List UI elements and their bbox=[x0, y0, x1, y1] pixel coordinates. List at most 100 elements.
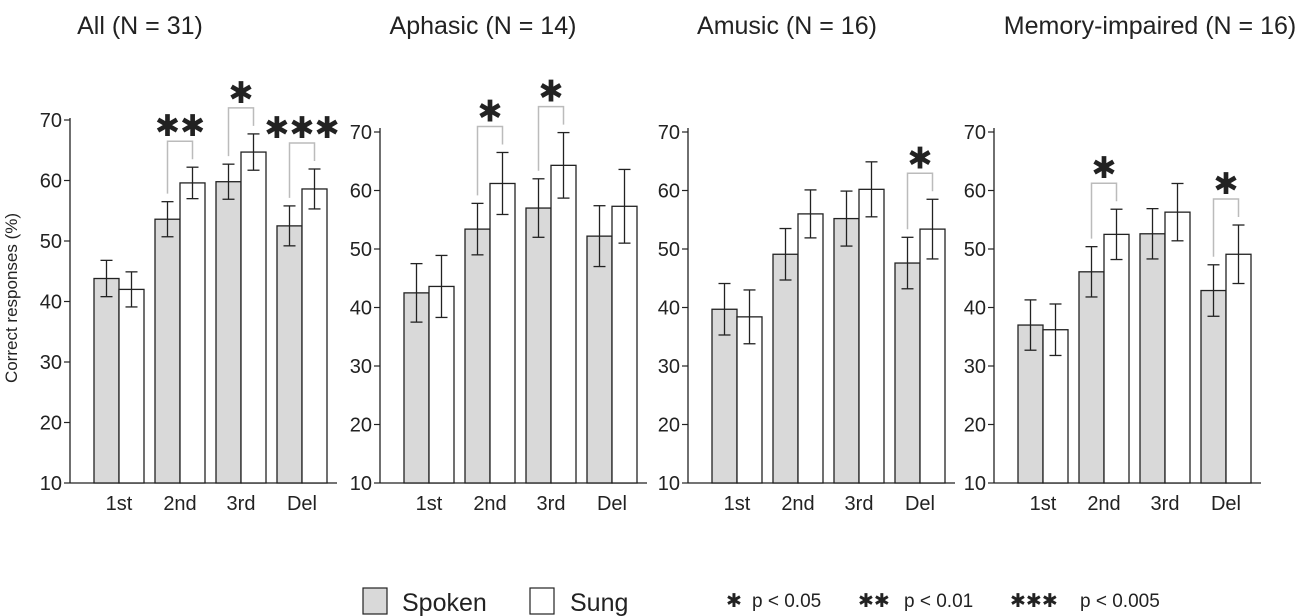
panel-title: Amusic (N = 16) bbox=[697, 12, 877, 40]
significance-stars: ✱ bbox=[477, 95, 502, 128]
bar-sung-del bbox=[1225, 253, 1252, 484]
bar-sung-1st bbox=[118, 288, 145, 484]
error-bar bbox=[1110, 208, 1123, 261]
legend-label-spoken: Spoken bbox=[402, 589, 487, 616]
bar-sung-del bbox=[301, 188, 328, 484]
bar-spoken-2nd bbox=[772, 253, 799, 484]
y-tick-label: 20 bbox=[964, 415, 986, 437]
y-tick-label: 40 bbox=[964, 298, 986, 320]
bar-sung-3rd bbox=[858, 188, 885, 484]
bar-spoken-del bbox=[276, 225, 303, 484]
bar-sung-2nd bbox=[797, 213, 824, 484]
significance-bracket bbox=[227, 107, 255, 157]
x-tick-label: 3rd bbox=[537, 493, 566, 515]
panel-title: All (N = 31) bbox=[77, 12, 203, 40]
x-tick-label: 3rd bbox=[845, 493, 874, 515]
error-bar bbox=[471, 202, 484, 256]
legend-sig-label-1: p < 0.05 bbox=[752, 591, 821, 612]
y-tick-label: 70 bbox=[658, 122, 680, 144]
panel-2: Aphasic (N = 14) 10 20 30 40 50 60 70 1st 2nd 3rd D… bbox=[350, 12, 647, 515]
bar-spoken-del bbox=[894, 262, 921, 484]
legend-sig-symbol-3: ✱✱✱ bbox=[1010, 591, 1058, 612]
y-tick-label: 10 bbox=[350, 473, 372, 495]
error-bar bbox=[901, 236, 914, 290]
legend-sig-label-2: p < 0.01 bbox=[904, 591, 973, 612]
y-tick-label: 30 bbox=[350, 356, 372, 378]
bar-spoken-1st bbox=[93, 277, 120, 484]
error-bar bbox=[743, 289, 756, 345]
error-bar bbox=[222, 163, 235, 200]
x-tick-label: 1st bbox=[106, 493, 133, 515]
error-bar bbox=[865, 161, 878, 218]
bar-sung-2nd bbox=[1103, 233, 1130, 484]
bar-sung-3rd bbox=[240, 151, 267, 484]
bar-sung-3rd bbox=[1164, 211, 1191, 484]
significance-bracket bbox=[166, 140, 194, 194]
error-bar bbox=[618, 168, 631, 244]
x-tick-label: Del bbox=[1211, 493, 1241, 515]
panel-4: Memory-impaired (N = 16) 10 20 30 40 50 60 70 1s… bbox=[964, 12, 1296, 515]
y-tick-label: 30 bbox=[658, 356, 680, 378]
x-tick-label: 2nd bbox=[1087, 493, 1120, 515]
y-tick-label: 60 bbox=[350, 181, 372, 203]
bar-spoken-1st bbox=[1017, 324, 1044, 484]
error-bar bbox=[1171, 182, 1184, 242]
x-tick-label: 1st bbox=[416, 493, 443, 515]
legend-sig-symbol-1: ✱ bbox=[726, 591, 742, 612]
significance-stars: ✱✱ bbox=[155, 110, 205, 143]
x-tick-label: 2nd bbox=[473, 493, 506, 515]
bar-spoken-del bbox=[1200, 289, 1227, 484]
error-bar bbox=[1207, 264, 1220, 317]
y-tick-label: 50 bbox=[964, 239, 986, 261]
error-bar bbox=[1085, 246, 1098, 298]
bar-spoken-3rd bbox=[833, 217, 860, 484]
error-bar bbox=[186, 166, 199, 200]
bar-spoken-3rd bbox=[1139, 233, 1166, 484]
bar-sung-1st bbox=[428, 285, 455, 484]
error-bar bbox=[247, 133, 260, 171]
significance-bracket bbox=[288, 142, 316, 198]
panel-3: Amusic (N = 16) 10 20 30 40 50 60 70 1st 2nd 3rd De… bbox=[658, 12, 955, 515]
legend-sig-label-3: p < 0.005 bbox=[1080, 591, 1160, 612]
bar-spoken-3rd bbox=[215, 181, 242, 484]
bar-sung-del bbox=[919, 228, 946, 484]
significance-stars: ✱ bbox=[538, 76, 563, 109]
legend-sig-symbol-2: ✱✱ bbox=[858, 591, 890, 612]
panel-title: Memory-impaired (N = 16) bbox=[1004, 12, 1296, 40]
significance-stars: ✱ bbox=[1213, 168, 1238, 201]
significance-stars: ✱ bbox=[907, 142, 932, 175]
y-tick-label: 40 bbox=[658, 298, 680, 320]
error-bar bbox=[496, 151, 509, 216]
y-tick-label: 60 bbox=[964, 181, 986, 203]
bar-sung-del bbox=[611, 205, 638, 484]
x-tick-label: 2nd bbox=[781, 493, 814, 515]
x-tick-label: Del bbox=[597, 493, 627, 515]
bar-spoken-3rd bbox=[525, 207, 552, 484]
error-bar bbox=[1146, 207, 1159, 260]
bar-sung-2nd bbox=[179, 182, 206, 484]
significance-bracket bbox=[906, 172, 934, 230]
significance-stars: ✱ bbox=[228, 77, 253, 110]
y-tick-label: 50 bbox=[40, 231, 62, 253]
legend-label-sung: Sung bbox=[570, 589, 628, 616]
legend-swatch-spoken bbox=[362, 587, 388, 615]
y-tick-label: 70 bbox=[964, 122, 986, 144]
error-bar bbox=[1024, 299, 1037, 351]
error-bar bbox=[532, 178, 545, 238]
x-tick-label: 2nd bbox=[163, 493, 196, 515]
x-tick-label: Del bbox=[287, 493, 317, 515]
bar-spoken-2nd bbox=[464, 228, 491, 484]
x-tick-label: 3rd bbox=[227, 493, 256, 515]
y-tick-label: 10 bbox=[964, 473, 986, 495]
y-tick-label: 60 bbox=[40, 171, 62, 193]
error-bar bbox=[125, 271, 138, 308]
error-bar bbox=[1049, 303, 1062, 357]
error-bar bbox=[840, 190, 853, 247]
y-tick-label: 30 bbox=[40, 352, 62, 374]
x-tick-label: 3rd bbox=[1151, 493, 1180, 515]
y-tick-label: 30 bbox=[964, 356, 986, 378]
y-tick-label: 50 bbox=[350, 239, 372, 261]
y-tick-label: 40 bbox=[350, 298, 372, 320]
y-tick-label: 20 bbox=[40, 413, 62, 435]
error-bar bbox=[308, 168, 321, 210]
